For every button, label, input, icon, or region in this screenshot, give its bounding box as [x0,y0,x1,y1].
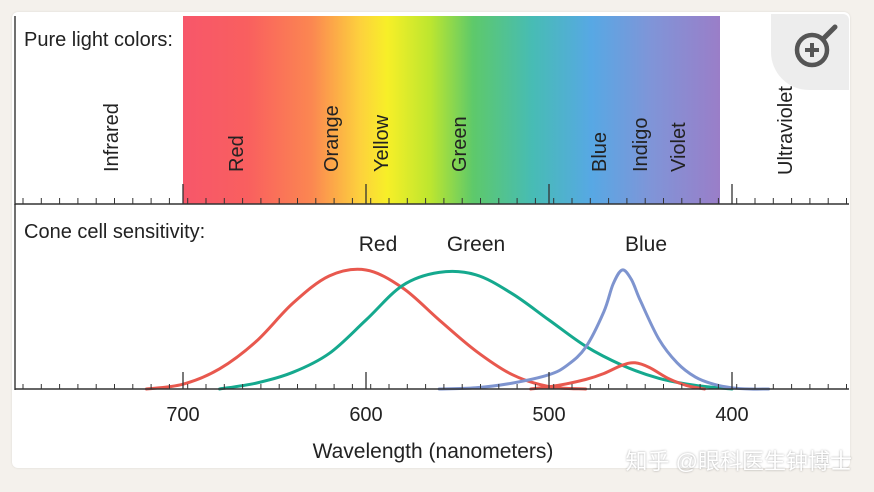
band-label-red: Red [226,135,248,172]
spectrum-panel-title: Pure light colors: [24,29,173,51]
red-curve-label: Red [359,233,398,256]
band-label-ultraviolet: Ultraviolet [775,86,797,175]
band-label-indigo: Indigo [630,118,652,173]
blue-sensitivity-curve-3 [437,268,771,391]
band-label-blue: Blue [589,132,611,172]
sensitivity-curves [144,267,771,391]
band-label-green: Green [449,116,471,172]
x-tick-label: 500 [532,404,565,426]
green-curve-label: Green [447,233,505,256]
x-tick-label: 600 [349,404,382,426]
zoom-button[interactable] [771,14,849,90]
green-sensitivity-curve-1 [218,269,734,391]
zoom-in-icon [794,24,838,68]
band-label-orange: Orange [321,105,343,172]
spectrum-ticks [22,184,847,204]
band-label-violet: Violet [668,122,690,172]
x-tick-label: 400 [715,404,748,426]
x-tick-label: 700 [166,404,199,426]
visible-spectrum-band [183,16,720,204]
sensitivity-panel-title: Cone cell sensitivity: [24,221,205,243]
baseline-ticks [22,372,847,389]
band-label-infrared: Infrared [101,103,123,172]
band-labels: Infrared Red Orange Yellow Green Blue Indigo Vi… [101,86,797,175]
red-sensitivity-curve-0 [144,267,588,391]
watermark: 知乎 @眼科医生钟博士 [625,449,852,474]
x-axis-ticks: 700 600 500 400 [166,404,748,426]
band-label-yellow: Yellow [371,114,393,172]
red-sensitivity-curve-2 [529,361,707,391]
x-axis-label: Wavelength (nanometers) [313,440,554,463]
blue-curve-label: Blue [625,233,667,256]
